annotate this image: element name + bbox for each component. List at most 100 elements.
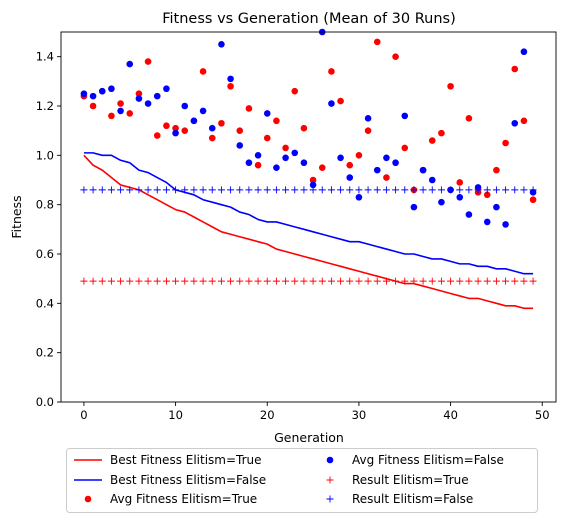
data-point [199, 107, 207, 115]
plus-marker [346, 277, 354, 285]
axes: 0 10 20 30 40 50 0.0 0.2 0.4 0.6 0.8 1.0 1.2 1.4 [36, 31, 557, 422]
plus-marker [199, 186, 207, 194]
data-point [447, 82, 454, 90]
data-point [392, 159, 399, 167]
plus-marker [382, 186, 390, 194]
data-point [318, 164, 326, 171]
plus-marker [272, 277, 280, 285]
plus-marker [364, 277, 372, 285]
data-point [300, 124, 308, 132]
data-point [291, 149, 299, 157]
plus-marker [456, 186, 464, 194]
plus-marker [107, 277, 115, 285]
plus-marker [337, 277, 345, 285]
plus-marker [392, 277, 400, 285]
series-4-markers [80, 277, 537, 285]
y-tick-label: 0.6 [36, 247, 54, 261]
series-3-points [80, 28, 537, 228]
plus-marker [437, 277, 445, 285]
data-point [254, 161, 262, 169]
plus-marker [355, 277, 363, 285]
data-point [144, 58, 152, 65]
plus-marker [318, 186, 326, 194]
series-5-markers [80, 186, 537, 194]
plus-marker [89, 277, 97, 285]
plus-marker [291, 186, 299, 194]
data-point [208, 124, 216, 132]
plus-marker [309, 186, 317, 194]
plus-marker [236, 277, 244, 285]
plus-marker [208, 277, 216, 285]
plus-marker [117, 186, 125, 194]
data-point [309, 181, 317, 189]
plus-marker [327, 277, 335, 285]
data-point [236, 127, 244, 134]
plus-marker [153, 186, 161, 194]
plus-marker [428, 277, 436, 285]
plus-marker [89, 186, 97, 194]
data-point [163, 85, 170, 93]
plus-marker [172, 186, 180, 194]
y-tick-label: 0.4 [36, 296, 54, 310]
plus-marker [327, 186, 335, 194]
data-point [218, 119, 225, 127]
plus-marker [337, 186, 345, 194]
legend-label: Avg Fitness Elitism=True [110, 492, 257, 506]
data-point [529, 196, 537, 204]
data-point [144, 100, 152, 107]
axes-frame [60, 31, 557, 403]
plus-marker [529, 186, 537, 194]
data-point [493, 203, 500, 211]
data-point [181, 102, 189, 110]
plus-marker [172, 277, 180, 285]
plus-marker [181, 186, 189, 194]
x-tick-label: 20 [260, 408, 275, 422]
data-point [80, 90, 88, 97]
series-1-line [83, 152, 534, 275]
plus-marker [98, 277, 106, 285]
data-point [263, 134, 271, 142]
legend: Best Fitness Elitism=True Avg Fitness Eli… [66, 448, 538, 513]
data-point [273, 164, 280, 171]
plus-marker [492, 186, 500, 194]
plus-marker [263, 277, 271, 285]
data-point [401, 144, 409, 152]
legend-plus-swatch [326, 495, 334, 503]
data-point [163, 122, 170, 130]
legend-label: Avg Fitness Elitism=False [352, 453, 504, 467]
data-point [465, 115, 473, 122]
legend-handle [326, 476, 334, 484]
plus-marker [465, 277, 473, 285]
data-point [153, 92, 161, 100]
data-point [438, 198, 445, 206]
plus-marker [98, 186, 106, 194]
data-point [98, 87, 106, 95]
plus-marker [245, 277, 253, 285]
plus-marker [520, 277, 528, 285]
y-tick-label: 1.0 [36, 148, 54, 162]
plus-marker [181, 277, 189, 285]
plus-marker [263, 186, 271, 194]
legend-handle [326, 456, 334, 464]
data-point [273, 117, 280, 125]
data-point [89, 102, 97, 110]
plus-marker [208, 186, 216, 194]
plus-marker [483, 186, 491, 194]
data-point [428, 176, 436, 184]
plus-marker [291, 277, 299, 285]
data-point [328, 100, 335, 107]
plus-marker [318, 277, 326, 285]
plus-marker [456, 277, 464, 285]
plus-marker [190, 186, 198, 194]
plus-marker [144, 277, 152, 285]
data-point [355, 193, 363, 201]
legend-label: Best Fitness Elitism=False [110, 473, 266, 487]
data-point [199, 68, 207, 75]
legend-handle [326, 495, 334, 503]
data-point [181, 127, 189, 134]
legend-label: Result Elitism=False [352, 492, 473, 506]
data-point [346, 161, 354, 169]
data-point [465, 211, 473, 218]
plus-marker [217, 277, 225, 285]
plus-marker [511, 186, 519, 194]
